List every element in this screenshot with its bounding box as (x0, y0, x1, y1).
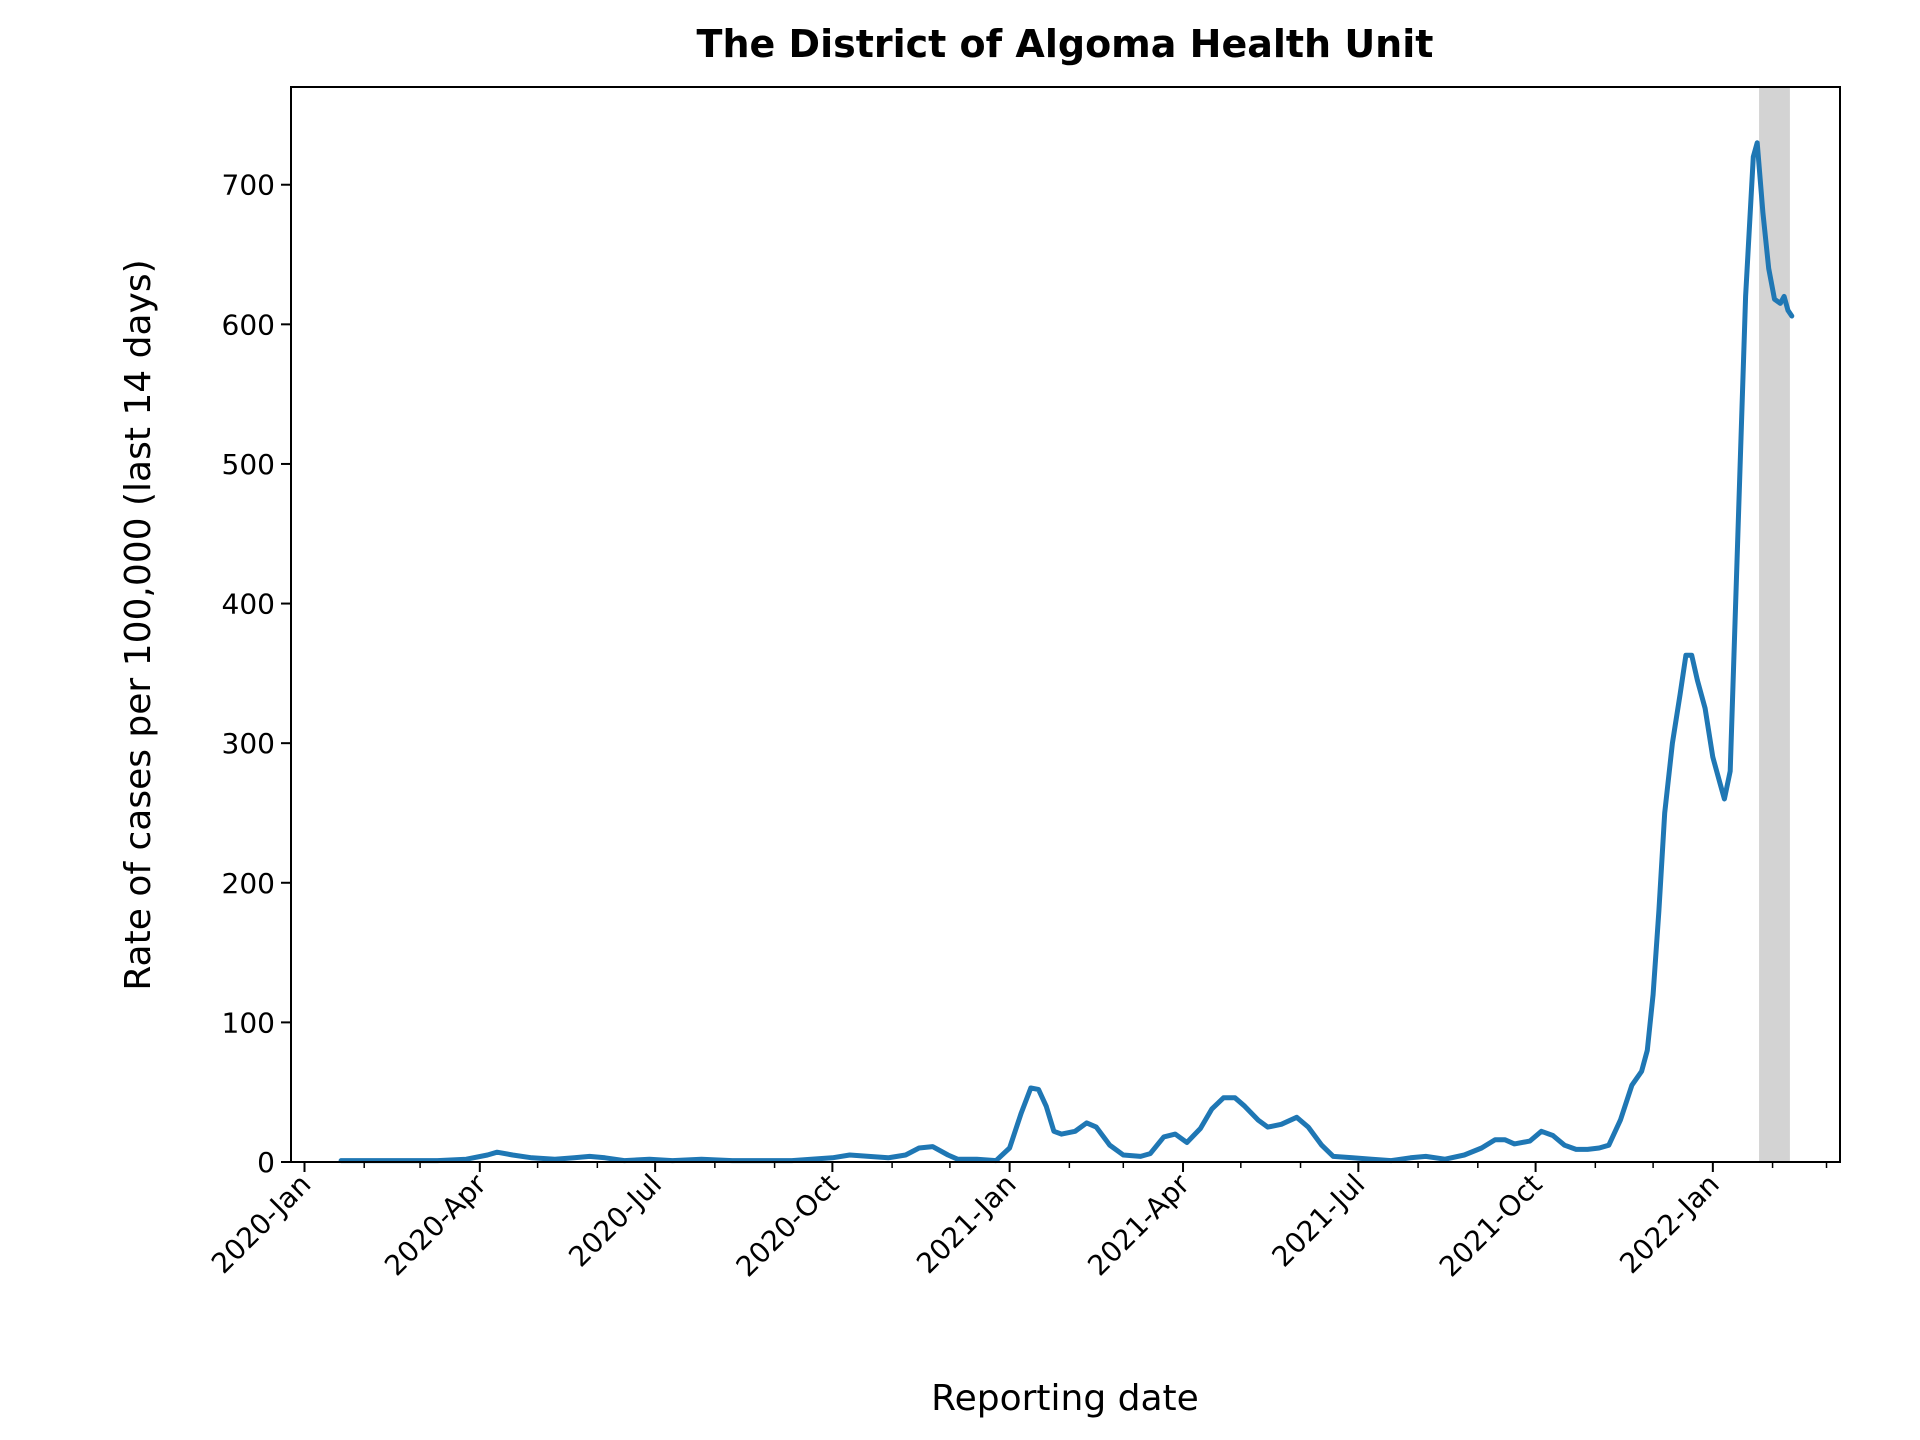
y-tick-label: 500 (222, 448, 275, 481)
x-tick-label: 2022-Jan (1613, 1168, 1725, 1280)
x-tick-label: 2021-Jan (910, 1168, 1022, 1280)
plot-frame (290, 86, 1841, 1163)
x-tick-label: 2021-Oct (1433, 1168, 1549, 1284)
y-axis: 0 100 200 300 400 500 600 700 (222, 169, 291, 1179)
y-tick-label: 600 (222, 308, 275, 341)
x-tick-label: 2020-Jan (205, 1168, 317, 1280)
chart-title: The District of Algoma Health Unit (697, 22, 1434, 66)
x-tick-label: 2021-Jul (1265, 1168, 1371, 1274)
y-tick-label: 100 (222, 1006, 275, 1039)
series-line (338, 140, 1795, 1164)
x-tick-label: 2021-Apr (1081, 1167, 1196, 1282)
shaded-region (1759, 87, 1790, 1162)
y-tick-label: 400 (222, 588, 275, 621)
x-axis: 2020-Jan 2020-Apr 2020-Jul 2020-Oct 2021-Jan… (205, 1162, 1828, 1284)
y-tick-label: 200 (222, 867, 275, 900)
y-tick-label: 300 (222, 727, 275, 760)
y-tick-label: 0 (257, 1146, 275, 1179)
y-axis-title: Rate of cases per 100,000 (last 14 days) (118, 259, 159, 990)
x-tick-label: 2020-Apr (378, 1167, 493, 1282)
y-tick-label: 700 (222, 169, 275, 202)
x-tick-label: 2020-Oct (730, 1168, 846, 1284)
x-axis-title: Reporting date (931, 1378, 1199, 1419)
x-tick-label: 2020-Jul (562, 1168, 668, 1274)
